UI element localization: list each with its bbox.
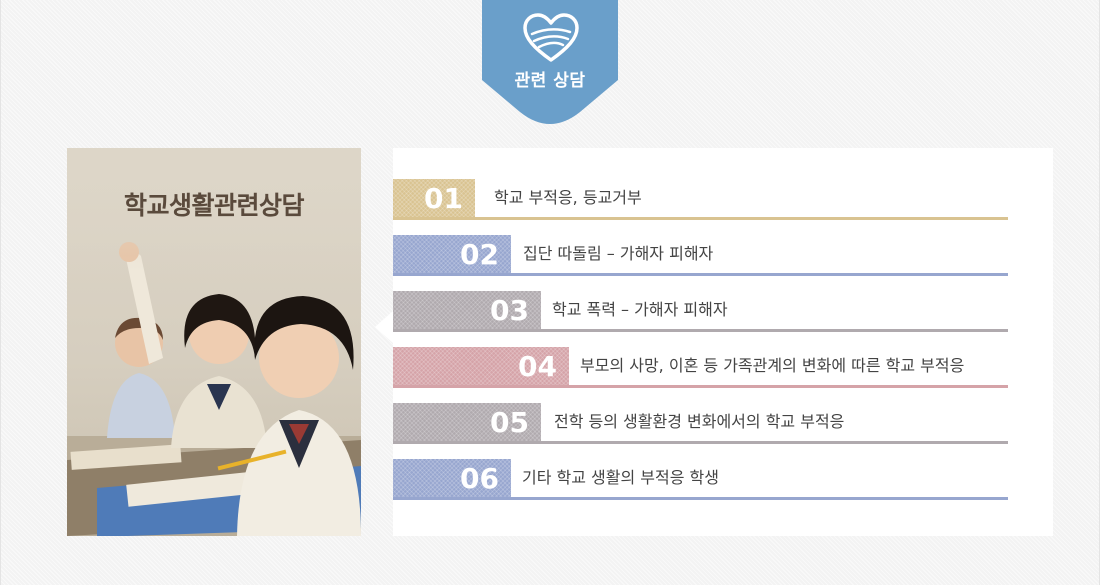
item-text: 기타 학교 생활의 부적응 학생 — [522, 468, 719, 487]
item-number: 06 — [393, 459, 511, 499]
item-number: 04 — [393, 347, 569, 387]
item-underline — [393, 329, 1008, 332]
badge-label: 관련 상담 — [514, 71, 586, 91]
panel-pointer-arrow — [375, 311, 393, 343]
badge-shape — [482, 0, 618, 124]
list-item-03[interactable]: 03 학교 폭력 – 가해자 피해자 — [393, 291, 1008, 333]
item-text: 학교 폭력 – 가해자 피해자 — [552, 300, 728, 319]
list-item-05[interactable]: 05 전학 등의 생활환경 변화에서의 학교 부적응 — [393, 403, 1008, 445]
students-classroom-image — [67, 148, 361, 536]
item-text: 집단 따돌림 – 가해자 피해자 — [523, 244, 714, 263]
item-underline — [393, 497, 1008, 500]
counseling-badge: 관련 상담 — [482, 0, 618, 124]
card-title: 학교생활관련상담 — [123, 191, 305, 220]
item-number: 03 — [393, 291, 541, 331]
item-text: 전학 등의 생활환경 변화에서의 학교 부적응 — [554, 412, 845, 431]
list-item-01[interactable]: 01 학교 부적응, 등교거부 — [393, 179, 1008, 221]
item-underline — [393, 273, 1008, 276]
list-item-06[interactable]: 06 기타 학교 생활의 부적응 학생 — [393, 459, 1008, 501]
counseling-topics-panel: 01 학교 부적응, 등교거부 02 집단 따돌림 – 가해자 피해자 03 학… — [393, 148, 1053, 536]
item-text: 학교 부적응, 등교거부 — [494, 188, 642, 207]
item-number: 01 — [393, 179, 475, 219]
item-number: 05 — [393, 403, 541, 443]
item-number: 02 — [393, 235, 511, 275]
list-item-04[interactable]: 04 부모의 사망, 이혼 등 가족관계의 변화에 따른 학교 부적응 — [393, 347, 1008, 389]
heart-icon — [523, 13, 579, 62]
list-item-02[interactable]: 02 집단 따돌림 – 가해자 피해자 — [393, 235, 1008, 277]
item-underline — [393, 385, 1008, 388]
item-underline — [393, 441, 1008, 444]
school-life-photo-card: 학교생활관련상담 — [67, 148, 361, 536]
item-underline — [393, 217, 1008, 220]
item-text: 부모의 사망, 이혼 등 가족관계의 변화에 따른 학교 부적응 — [580, 356, 965, 375]
